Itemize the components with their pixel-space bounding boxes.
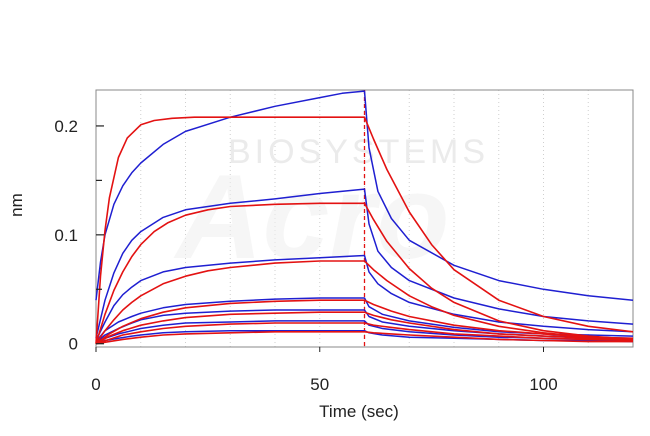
axis-ticks: 0 50 100 0 0.1 0.2 xyxy=(54,117,557,394)
grid xyxy=(140,90,589,347)
x-tick-label: 100 xyxy=(529,375,557,394)
y-tick-label: 0.1 xyxy=(54,226,78,245)
fit-curve-4 xyxy=(95,299,634,345)
fit-curve-3 xyxy=(95,260,634,345)
x-tick-label: 0 xyxy=(91,375,100,394)
fit-curve-2 xyxy=(95,202,634,344)
measured-trace-2 xyxy=(95,188,634,339)
measured-trace-1 xyxy=(95,90,634,301)
x-axis-title: Time (sec) xyxy=(319,402,399,421)
fit-curve-6 xyxy=(95,322,634,345)
fit-curve-5 xyxy=(95,311,634,345)
fit-curve-1 xyxy=(95,116,634,344)
y-tick-label: 0.2 xyxy=(54,117,78,136)
measured-trace-4 xyxy=(95,297,634,343)
x-tick-label: 50 xyxy=(310,375,329,394)
watermark-logo: Acro xyxy=(173,150,449,284)
measured-trace-3 xyxy=(95,254,634,341)
measured-trace-6 xyxy=(95,320,633,344)
fit-curve-7 xyxy=(95,331,633,345)
y-tick-label: 0 xyxy=(69,335,78,354)
watermark-text: BIOSYSTEMS xyxy=(228,133,489,171)
y-axis-title: nm xyxy=(7,193,26,217)
fit-curves xyxy=(95,116,634,345)
